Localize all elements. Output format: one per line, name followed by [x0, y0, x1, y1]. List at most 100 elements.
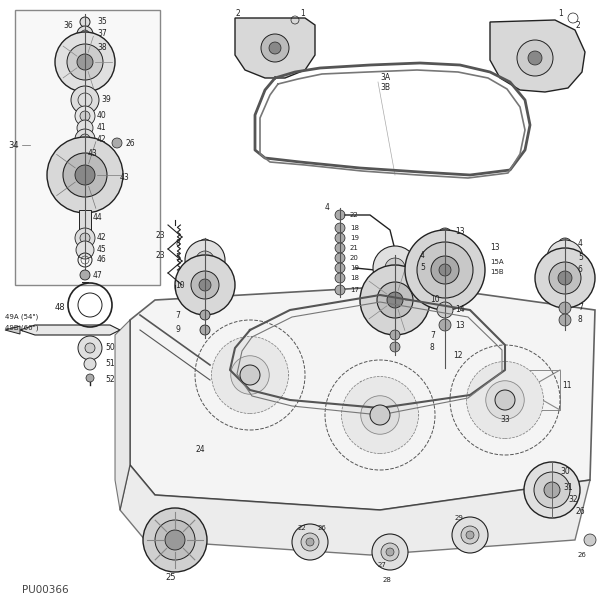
Circle shape — [231, 356, 269, 394]
Circle shape — [175, 255, 235, 315]
Text: 7: 7 — [578, 304, 583, 313]
Circle shape — [390, 330, 400, 340]
Circle shape — [438, 228, 452, 242]
Text: 13: 13 — [455, 227, 464, 236]
Text: 12: 12 — [453, 350, 463, 359]
Circle shape — [486, 381, 524, 419]
Text: 27: 27 — [378, 562, 387, 568]
Text: 30: 30 — [560, 467, 570, 476]
Text: 41: 41 — [97, 124, 107, 133]
Text: 26: 26 — [318, 525, 327, 531]
Circle shape — [335, 263, 345, 273]
Polygon shape — [235, 18, 315, 78]
Circle shape — [335, 233, 345, 243]
Circle shape — [191, 271, 219, 299]
Text: 9: 9 — [175, 325, 180, 335]
Text: 42: 42 — [97, 233, 107, 242]
Text: 26: 26 — [575, 508, 584, 517]
Circle shape — [199, 279, 211, 291]
Circle shape — [185, 240, 225, 280]
Circle shape — [75, 165, 95, 185]
Text: 50: 50 — [105, 343, 115, 352]
Circle shape — [75, 228, 95, 248]
Circle shape — [452, 517, 488, 553]
Circle shape — [75, 129, 95, 149]
Circle shape — [335, 273, 345, 283]
Text: 26: 26 — [578, 552, 587, 558]
Circle shape — [301, 533, 319, 551]
Text: 33: 33 — [500, 415, 510, 425]
Polygon shape — [490, 20, 585, 92]
Text: 52: 52 — [105, 376, 115, 385]
Circle shape — [335, 253, 345, 263]
Circle shape — [269, 42, 281, 54]
Polygon shape — [130, 285, 595, 510]
Circle shape — [377, 282, 413, 318]
Text: 44: 44 — [93, 214, 103, 223]
Text: 22: 22 — [350, 212, 359, 218]
Text: 49B (60"): 49B (60") — [5, 325, 38, 331]
Circle shape — [534, 472, 570, 508]
Text: 47: 47 — [93, 271, 103, 280]
Circle shape — [85, 343, 95, 353]
Circle shape — [143, 508, 207, 572]
Circle shape — [381, 543, 399, 561]
Circle shape — [524, 462, 580, 518]
Circle shape — [335, 210, 345, 220]
Circle shape — [439, 319, 451, 331]
Text: 48: 48 — [55, 304, 65, 313]
Text: 4: 4 — [420, 251, 425, 259]
Circle shape — [417, 242, 473, 298]
Circle shape — [71, 86, 99, 114]
Circle shape — [517, 40, 553, 76]
Circle shape — [372, 534, 408, 570]
Circle shape — [466, 531, 474, 539]
Text: 7: 7 — [175, 311, 180, 319]
Text: 43: 43 — [87, 148, 97, 157]
Text: 14: 14 — [455, 305, 464, 314]
Circle shape — [75, 106, 95, 126]
Circle shape — [335, 243, 345, 253]
Text: 38: 38 — [97, 43, 107, 52]
Text: 7: 7 — [430, 331, 435, 340]
Text: 36: 36 — [63, 20, 73, 29]
Text: 13: 13 — [455, 320, 464, 329]
Text: 24: 24 — [195, 445, 205, 455]
Circle shape — [77, 54, 93, 70]
Circle shape — [80, 233, 90, 243]
Circle shape — [200, 325, 210, 335]
Bar — [490, 370, 560, 410]
Text: 51: 51 — [105, 359, 115, 368]
Polygon shape — [120, 465, 590, 555]
Text: 2: 2 — [235, 10, 240, 19]
Text: 37: 37 — [97, 29, 107, 38]
Circle shape — [47, 137, 123, 213]
Text: 25: 25 — [165, 574, 176, 583]
Text: 11: 11 — [562, 380, 571, 389]
Text: 23: 23 — [155, 230, 164, 239]
Circle shape — [55, 32, 115, 92]
Circle shape — [84, 358, 96, 370]
Text: 39: 39 — [101, 95, 111, 104]
Text: 19: 19 — [350, 235, 359, 241]
Text: 8: 8 — [430, 343, 435, 352]
Text: 1: 1 — [300, 10, 305, 19]
Text: 5: 5 — [175, 253, 180, 263]
Circle shape — [528, 51, 542, 65]
Circle shape — [558, 238, 572, 252]
Text: 32: 32 — [568, 496, 578, 505]
Text: 45: 45 — [97, 245, 107, 254]
Circle shape — [63, 153, 107, 197]
Text: 3A: 3A — [380, 73, 390, 82]
Circle shape — [461, 526, 479, 544]
Text: 29: 29 — [455, 515, 464, 521]
Text: 46: 46 — [97, 256, 107, 265]
Circle shape — [200, 310, 210, 320]
Circle shape — [165, 530, 185, 550]
Circle shape — [559, 314, 571, 326]
Circle shape — [212, 337, 289, 413]
Circle shape — [80, 270, 90, 280]
Circle shape — [240, 365, 260, 385]
Circle shape — [335, 285, 345, 295]
Text: 17: 17 — [350, 287, 359, 293]
